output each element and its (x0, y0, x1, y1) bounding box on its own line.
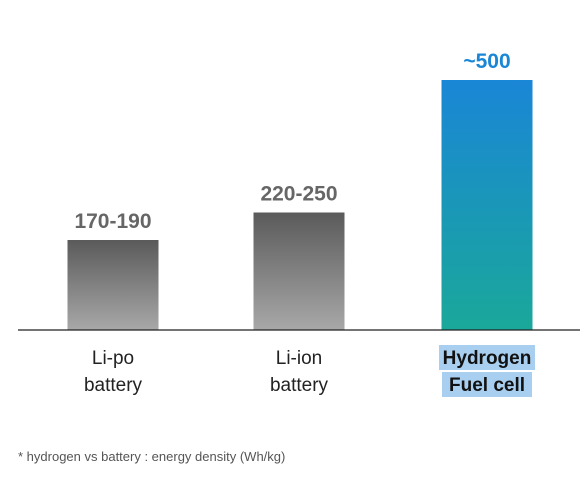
bar-2 (441, 80, 533, 330)
category-label-0-line-0: Li-po (92, 348, 134, 369)
category-label-1-line-0: Li-ion (276, 348, 322, 369)
bar-0 (67, 240, 159, 330)
category-highlight-bg (439, 345, 535, 370)
category-label-0-line-1: battery (84, 375, 143, 396)
bar-chart: 170-190 Li-po battery 220-250 Li-ion battery ~… (18, 50, 580, 397)
footnote: * hydrogen vs battery : energy density (… (18, 449, 286, 464)
value-label-2: ~500 (463, 50, 510, 73)
category-label-2-line-0: Hydrogen (443, 348, 532, 369)
category-highlight-bg (442, 372, 532, 397)
bar-1 (253, 212, 345, 330)
category-label-1-line-1: battery (270, 375, 329, 396)
category-label-2-line-1: Fuel cell (449, 375, 525, 396)
value-label-0: 170-190 (74, 210, 151, 233)
value-label-1: 220-250 (260, 183, 337, 206)
